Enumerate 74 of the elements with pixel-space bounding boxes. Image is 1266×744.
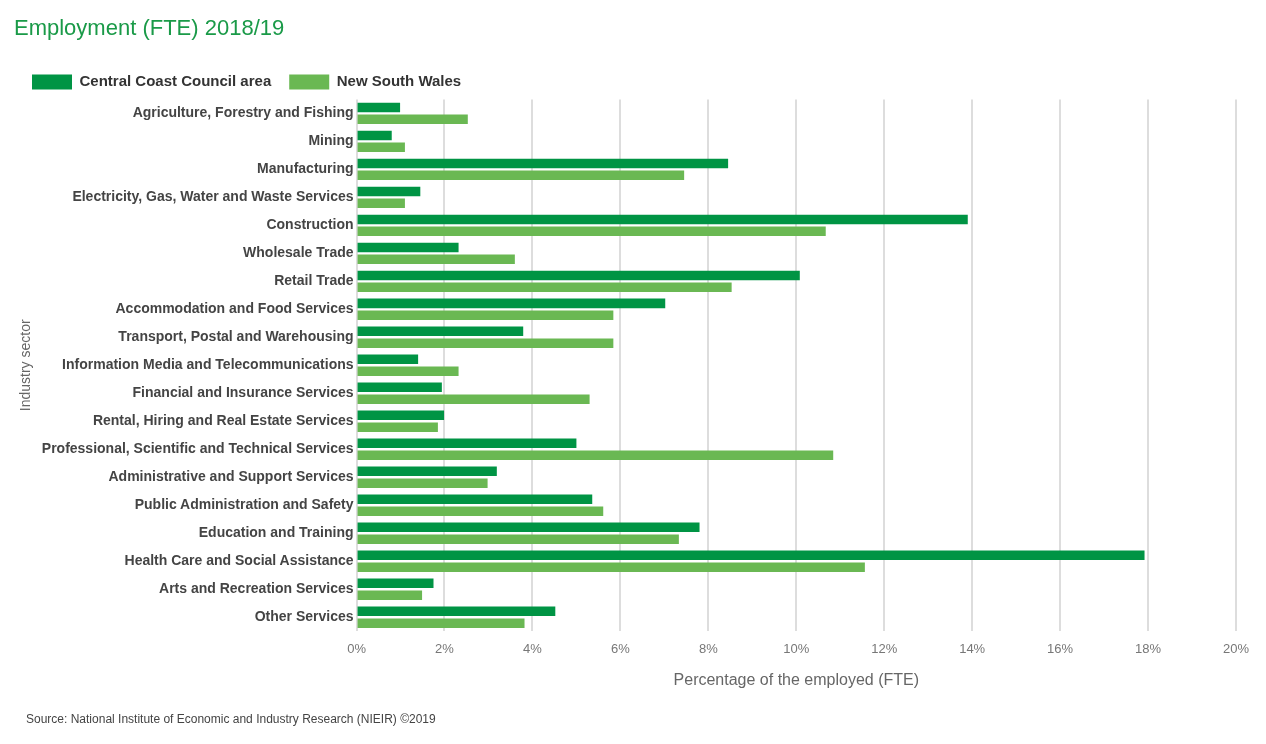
y-tick-label: Health Care and Social Assistance — [124, 552, 354, 569]
text: Employment (FTE) 2018/19 — [14, 15, 285, 41]
bar — [357, 310, 614, 321]
x-tick-label: 14% — [959, 640, 986, 656]
bar — [357, 186, 421, 197]
bar — [357, 450, 834, 460]
bar — [357, 354, 419, 365]
bar — [357, 438, 577, 449]
bar — [357, 142, 405, 153]
x-tick-label: 8% — [698, 640, 719, 656]
x-tick-label: 4% — [523, 640, 543, 656]
y-tick-label: Arts and Recreation Services — [159, 580, 354, 597]
y-tick-label: Professional, Scientific and Technical Services — [41, 440, 354, 457]
bar — [357, 394, 590, 404]
bar — [357, 410, 445, 421]
legend-label: New South Wales — [336, 72, 462, 90]
bar — [357, 214, 968, 225]
x-tick-label: 16% — [1047, 640, 1074, 656]
x-axis-title: Percentage of the employed (FTE) — [673, 670, 919, 688]
y-tick-label: Rental, Hiring and Real Estate Services — [92, 412, 354, 429]
y-tick-label: Manufacturing — [257, 160, 354, 177]
bar — [357, 466, 497, 477]
y-tick-label: Public Administration and Safety — [134, 496, 354, 513]
bar — [357, 226, 826, 237]
bar — [357, 170, 685, 181]
bar — [357, 494, 593, 505]
bar — [357, 158, 729, 169]
bar — [357, 618, 525, 628]
y-tick-label: Agriculture, Forestry and Fishing — [132, 104, 354, 121]
x-tick-label: 6% — [610, 640, 631, 656]
x-tick-label: 18% — [1135, 640, 1162, 656]
bar — [357, 422, 438, 432]
y-tick-label: Administrative and Support Services — [108, 468, 354, 485]
x-tick-label: 10% — [783, 640, 810, 656]
bar — [357, 506, 604, 516]
bar — [357, 298, 666, 309]
bar — [357, 130, 392, 141]
bar — [357, 242, 459, 253]
y-tick-label: Accommodation and Food Services — [115, 300, 354, 317]
legend-label: Central Coast Council area — [79, 72, 272, 90]
y-tick-label: Mining — [308, 132, 354, 149]
y-tick-label: Transport, Postal and Warehousing — [118, 328, 354, 345]
x-tick-label: 2% — [435, 640, 455, 656]
bar — [357, 254, 515, 265]
y-tick-label: Other Services — [254, 608, 354, 625]
source-note: Source: National Institute of Economic and Industry Research (NIEIR) ©2019 — [26, 712, 436, 726]
bar — [357, 102, 401, 113]
bar — [357, 478, 488, 488]
x-tick-label: 20% — [1222, 640, 1250, 656]
bar — [357, 366, 459, 377]
y-tick-label: Wholesale Trade — [243, 244, 354, 261]
bar — [357, 606, 556, 617]
x-tick-label: 12% — [871, 640, 898, 656]
y-tick-label: Construction — [266, 216, 354, 233]
bar — [357, 550, 1145, 561]
bar — [357, 270, 800, 281]
x-tick-label: 0% — [347, 640, 367, 656]
bar — [357, 562, 865, 572]
bar — [357, 282, 732, 293]
bar — [357, 522, 700, 533]
bar — [357, 198, 405, 209]
bar — [357, 326, 524, 337]
y-axis-title: Industry sector — [17, 319, 34, 412]
y-tick-label: Electricity, Gas, Water and Waste Services — [72, 188, 354, 205]
y-tick-label: Information Media and Telecommunications — [62, 356, 354, 373]
bar — [357, 338, 614, 349]
bar — [357, 578, 434, 589]
y-tick-label: Financial and Insurance Services — [132, 384, 354, 401]
y-tick-label: Retail Trade — [274, 272, 354, 289]
bar — [357, 590, 423, 600]
bar — [357, 114, 468, 125]
bar — [357, 382, 442, 393]
y-tick-label: Education and Training — [198, 524, 354, 541]
bar — [357, 534, 679, 544]
